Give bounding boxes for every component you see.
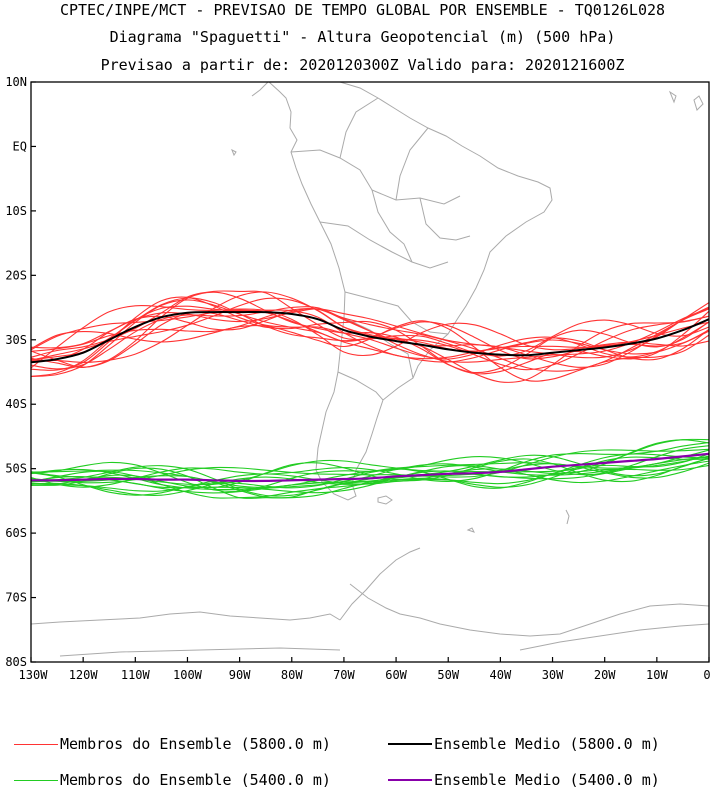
member-5400-line (31, 464, 709, 494)
member-5400-line (31, 439, 709, 489)
lon-tick-label: 60W (385, 668, 407, 682)
legend-mean-5400-swatch (388, 779, 432, 781)
member-5400-line (31, 441, 709, 488)
lat-tick-label: EQ (13, 139, 27, 153)
lon-tick-label: 130W (19, 668, 49, 682)
legend-mean-5400: Ensemble Medio (5400.0 m) (388, 771, 660, 789)
member-5800-line (31, 308, 709, 368)
member-5800-line (31, 291, 709, 374)
title-line-1: CPTEC/INPE/MCT - PREVISAO DE TEMPO GLOBA… (59, 1, 666, 19)
lon-tick-label: 0 (703, 668, 710, 682)
legend-members-5800-swatch (14, 743, 58, 745)
lon-tick-label: 40W (490, 668, 512, 682)
legend-members-5400-swatch (14, 779, 58, 781)
lat-tick-label: 20S (5, 268, 27, 282)
lon-tick-label: 120W (69, 668, 99, 682)
lat-tick-label: 80S (5, 655, 27, 669)
member-5400-line (31, 457, 709, 499)
legend-mean-5800: Ensemble Medio (5800.0 m) (388, 735, 660, 753)
legend-members-5800-label: Membros do Ensemble (5800.0 m) (60, 735, 331, 753)
member-5400-line (31, 455, 709, 491)
title-line-3: Previsao a partir de: 2020120300Z Valido… (100, 56, 625, 74)
lon-tick-label: 90W (229, 668, 251, 682)
member-5800-line (31, 305, 709, 377)
legend-mean-5400-label: Ensemble Medio (5400.0 m) (434, 771, 660, 789)
lat-tick-label: 10N (5, 75, 27, 89)
legend-mean-5800-swatch (388, 743, 432, 745)
legend-members-5800: Membros do Ensemble (5800.0 m) (14, 735, 331, 753)
member-5400-line (31, 453, 709, 496)
lon-tick-label: 80W (281, 668, 303, 682)
lat-tick-label: 10S (5, 204, 27, 218)
lon-tick-label: 70W (333, 668, 355, 682)
member-5400-line (31, 453, 709, 492)
legend-mean-5800-label: Ensemble Medio (5800.0 m) (434, 735, 660, 753)
member-5800-line (31, 310, 709, 375)
plot-frame (30, 81, 710, 663)
lon-tick-label: 20W (594, 668, 616, 682)
mean-5800-line (31, 310, 709, 364)
lat-tick-label: 40S (5, 397, 27, 411)
lon-tick-label: 50W (437, 668, 459, 682)
member-5800-line (31, 291, 709, 383)
members-5400-group (31, 438, 709, 499)
lon-tick-label: 100W (173, 668, 203, 682)
lon-tick-label: 110W (121, 668, 151, 682)
lat-tick-label: 30S (5, 333, 27, 347)
legend-members-5400: Membros do Ensemble (5400.0 m) (14, 771, 331, 789)
lat-tick-label: 70S (5, 591, 27, 605)
lon-tick-label: 30W (542, 668, 564, 682)
lon-tick-label: 10W (646, 668, 668, 682)
legend-members-5400-label: Membros do Ensemble (5400.0 m) (60, 771, 331, 789)
member-5800-line (31, 304, 709, 369)
member-5400-line (31, 449, 709, 488)
mean-5400-line (31, 452, 709, 483)
coastline-layer (31, 82, 709, 657)
lat-tick-label: 60S (5, 526, 27, 540)
title-line-2: Diagrama "Spaguetti" - Altura Geopotenci… (109, 28, 616, 46)
lat-tick-label: 50S (5, 462, 27, 476)
